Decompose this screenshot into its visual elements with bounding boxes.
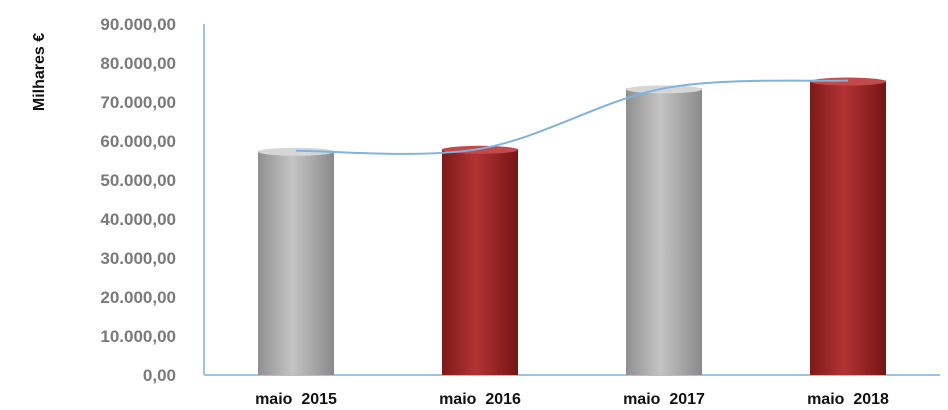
y-axis-title: Milhares € bbox=[31, 33, 48, 111]
x-tick-label: maio 2018 bbox=[807, 391, 889, 408]
x-axis-ticks: maio 2015 maio 2016 maio 2017 maio 2018 bbox=[255, 391, 889, 408]
bar-2 bbox=[442, 148, 518, 375]
y-tick-label: 50.000,00 bbox=[100, 171, 176, 190]
y-tick-label: 70.000,00 bbox=[100, 93, 176, 112]
x-tick-label: maio 2017 bbox=[623, 391, 705, 408]
y-tick-label: 80.000,00 bbox=[100, 54, 176, 73]
bar-1 bbox=[258, 150, 334, 375]
x-tick-label: maio 2015 bbox=[255, 391, 337, 408]
y-tick-label: 60.000,00 bbox=[100, 132, 176, 151]
y-axis-label: Milhares € bbox=[31, 33, 48, 111]
trend-line bbox=[295, 79, 849, 155]
y-tick-label: 30.000,00 bbox=[100, 249, 176, 268]
y-tick-label: 10.000,00 bbox=[100, 327, 176, 346]
trend-line-path bbox=[295, 79, 849, 155]
bars bbox=[258, 77, 886, 376]
y-tick-label: 40.000,00 bbox=[100, 210, 176, 229]
y-axis-ticks: 0,00 10.000,00 20.000,00 30.000,00 40.000,00… bbox=[100, 15, 176, 385]
y-tick-label: 0,00 bbox=[143, 366, 176, 385]
bar-top-1 bbox=[258, 147, 334, 156]
bar-4 bbox=[810, 80, 886, 376]
y-tick-label: 90.000,00 bbox=[100, 15, 176, 34]
x-tick-label: maio 2016 bbox=[439, 391, 521, 408]
bar-3 bbox=[626, 88, 702, 375]
y-tick-label: 20.000,00 bbox=[100, 288, 176, 307]
